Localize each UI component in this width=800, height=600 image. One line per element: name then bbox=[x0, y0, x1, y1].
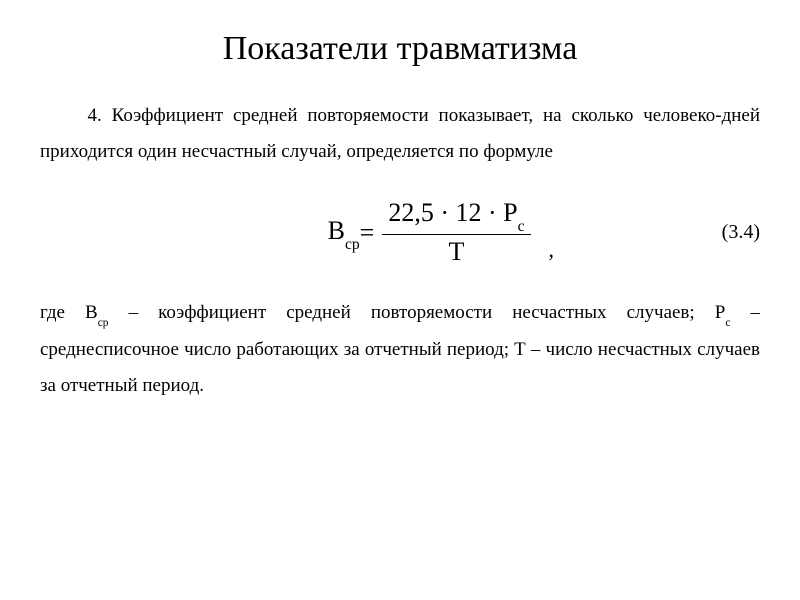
explain-p-sub: с bbox=[725, 317, 730, 329]
explain-part1: – коэффициент средней повторяемости несч… bbox=[109, 302, 715, 323]
explain-where: где bbox=[40, 302, 85, 323]
formula-denominator: Т bbox=[443, 235, 471, 267]
formula-lhs-base: В bbox=[328, 216, 345, 245]
formula-lhs-sub: ср bbox=[345, 236, 360, 253]
formula-numerator: 22,5 · 12 · Рс bbox=[382, 198, 530, 235]
intro-paragraph: 4. Коэффициент средней повторяемости пок… bbox=[40, 98, 760, 170]
explain-t: Т bbox=[514, 339, 526, 360]
formula: Вср = 22,5 · 12 · Рс Т , bbox=[328, 198, 554, 267]
formula-trailing-comma: , bbox=[549, 237, 555, 263]
formula-eq: = bbox=[360, 218, 375, 248]
formula-lhs: Вср bbox=[328, 216, 360, 250]
explain-b-sub: ср bbox=[98, 317, 109, 329]
slide: Показатели травматизма 4. Коэффициент ср… bbox=[0, 0, 800, 600]
formula-row: Вср = 22,5 · 12 · Рс Т , (3.4) bbox=[40, 198, 760, 267]
page-title: Показатели травматизма bbox=[40, 30, 760, 68]
explain-p-base: Р bbox=[715, 302, 726, 323]
equation-number: (3.4) bbox=[722, 221, 760, 244]
explanation: где Вср – коэффициент средней повторяемо… bbox=[40, 295, 760, 404]
formula-fraction: 22,5 · 12 · Рс Т bbox=[382, 198, 530, 267]
formula-num-text: 22,5 · 12 · Р bbox=[388, 198, 517, 227]
formula-num-sub: с bbox=[518, 218, 525, 235]
explain-b-base: В bbox=[85, 302, 98, 323]
